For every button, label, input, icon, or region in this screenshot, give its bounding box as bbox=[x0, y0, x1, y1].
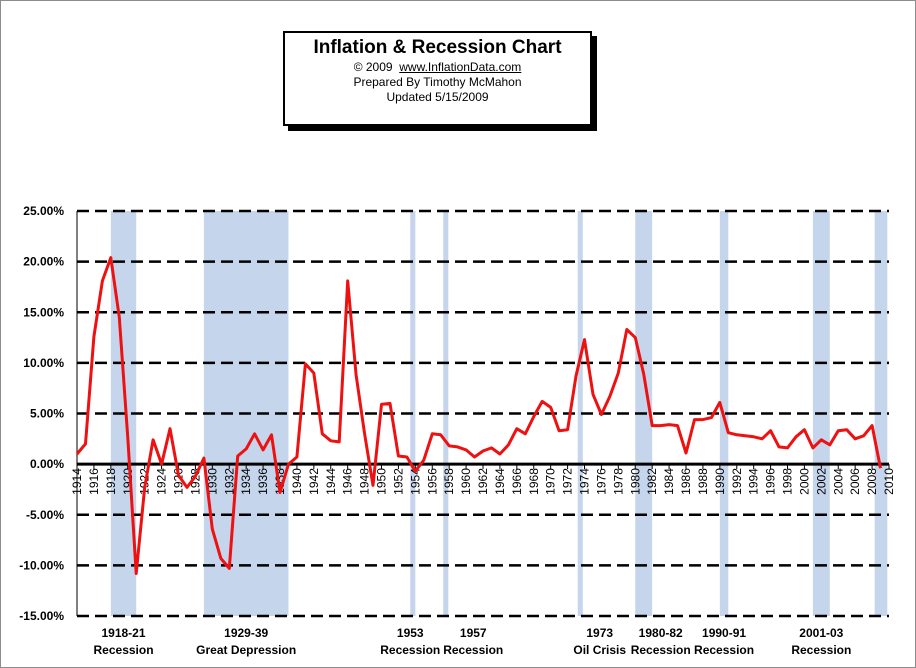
recession-year-label: 1980-82 bbox=[639, 626, 683, 640]
inflation-line bbox=[75, 256, 882, 575]
y-tick-label: -10.00% bbox=[19, 558, 64, 572]
x-tick-label: 2000 bbox=[797, 468, 811, 495]
x-tick-label: 1984 bbox=[662, 468, 676, 495]
x-tick-label: 1952 bbox=[391, 468, 405, 495]
recession-year-label: 1953 bbox=[397, 626, 424, 640]
website-link[interactable]: www.InflationData.com bbox=[399, 60, 522, 74]
x-tick-label: 1990 bbox=[713, 468, 727, 495]
x-tick-label: 1920 bbox=[121, 468, 135, 495]
x-tick-label: 1978 bbox=[611, 468, 625, 495]
recession-name-label: Recession bbox=[791, 643, 851, 657]
x-tick-label: 1992 bbox=[730, 468, 744, 495]
recession-name-label: Recession bbox=[94, 643, 154, 657]
x-tick-label: 2008 bbox=[865, 468, 879, 495]
x-tick-label: 1936 bbox=[256, 468, 270, 495]
recession-labels: 1918-21 Recession 1929-39 Great Depression 1… bbox=[94, 626, 852, 657]
x-tick-label: 1956 bbox=[425, 468, 439, 495]
x-tick-label: 1944 bbox=[324, 468, 338, 495]
x-tick-label: 2002 bbox=[814, 468, 828, 495]
x-tick-label: 1940 bbox=[290, 468, 304, 495]
x-tick-label: 1972 bbox=[561, 468, 575, 495]
recession-year-label: 1990-91 bbox=[702, 626, 746, 640]
gridlines bbox=[76, 209, 889, 618]
x-tick-label: 1974 bbox=[578, 468, 592, 495]
recession-year-label: 1973 bbox=[586, 626, 613, 640]
updated-date: Updated 5/15/2009 bbox=[386, 90, 489, 104]
y-tick-label: 15.00% bbox=[23, 305, 64, 319]
x-tick-label: 1986 bbox=[679, 468, 693, 495]
recession-year-label: 1929-39 bbox=[224, 626, 268, 640]
copyright: © 2009 bbox=[353, 60, 393, 74]
x-tick-label: 1980 bbox=[628, 468, 642, 495]
x-tick-label: 1976 bbox=[594, 468, 608, 495]
y-axis-labels: 25.00% 20.00% 15.00% 10.00% 5.00% 0.00% -5.00%… bbox=[19, 204, 64, 623]
recession-name-label: Recession bbox=[380, 643, 440, 657]
x-tick-label: 1914 bbox=[70, 468, 84, 495]
x-tick-label: 1932 bbox=[222, 468, 236, 495]
x-tick-label: 1946 bbox=[341, 468, 355, 495]
recession-band-4 bbox=[577, 211, 583, 616]
recession-name-label: Recession bbox=[443, 643, 503, 657]
title-box: Inflation & Recession Chart © 2009 www.I… bbox=[283, 31, 592, 126]
y-tick-label: 25.00% bbox=[23, 204, 64, 218]
recession-name-label: Oil Crisis bbox=[573, 643, 626, 657]
x-tick-label: 1962 bbox=[476, 468, 490, 495]
x-tick-label: 1958 bbox=[442, 468, 456, 495]
recession-name-label: Great Depression bbox=[196, 643, 296, 657]
recession-year-label: 2001-03 bbox=[799, 626, 843, 640]
prepared-by: Prepared By Timothy McMahon bbox=[353, 75, 522, 89]
y-tick-label: -5.00% bbox=[26, 508, 64, 522]
x-tick-label: 1954 bbox=[408, 468, 422, 495]
recession-name-label: Recession bbox=[631, 643, 691, 657]
x-tick-label: 1934 bbox=[239, 468, 253, 495]
x-tick-label: 1918 bbox=[104, 468, 118, 495]
x-tick-label: 1964 bbox=[493, 468, 507, 495]
x-tick-label: 1982 bbox=[645, 468, 659, 495]
x-tick-label: 1950 bbox=[375, 468, 389, 495]
recession-year-label: 1918-21 bbox=[101, 626, 145, 640]
x-tick-label: 1916 bbox=[87, 468, 101, 495]
y-tick-label: 5.00% bbox=[30, 407, 64, 421]
y-tick-label: -15.00% bbox=[19, 609, 64, 623]
x-tick-label: 1998 bbox=[781, 468, 795, 495]
x-tick-label: 1960 bbox=[459, 468, 473, 495]
y-tick-label: 10.00% bbox=[23, 356, 64, 370]
x-tick-label: 1996 bbox=[764, 468, 778, 495]
x-tick-label: 1968 bbox=[527, 468, 541, 495]
x-tick-label: 1988 bbox=[696, 468, 710, 495]
y-tick-label: 20.00% bbox=[23, 255, 64, 269]
x-tick-label: 2006 bbox=[848, 468, 862, 495]
x-tick-label: 1928 bbox=[188, 468, 202, 495]
recession-name-label: Recession bbox=[694, 643, 754, 657]
x-tick-label: 1966 bbox=[510, 468, 524, 495]
x-tick-label: 1924 bbox=[155, 468, 169, 495]
y-tick-label: 0.00% bbox=[30, 457, 64, 471]
x-tick-label: 1994 bbox=[747, 468, 761, 495]
x-tick-label: 1926 bbox=[172, 468, 186, 495]
x-tick-label: 2010 bbox=[882, 468, 896, 495]
x-tick-label: 2004 bbox=[831, 468, 845, 495]
copyright-line: © 2009 www.InflationData.com bbox=[285, 60, 590, 75]
x-tick-label: 1942 bbox=[307, 468, 321, 495]
x-tick-label: 1948 bbox=[358, 468, 372, 495]
x-tick-label: 1970 bbox=[544, 468, 558, 495]
chart-title: Inflation & Recession Chart bbox=[313, 37, 562, 58]
recession-year-label: 1957 bbox=[460, 626, 487, 640]
